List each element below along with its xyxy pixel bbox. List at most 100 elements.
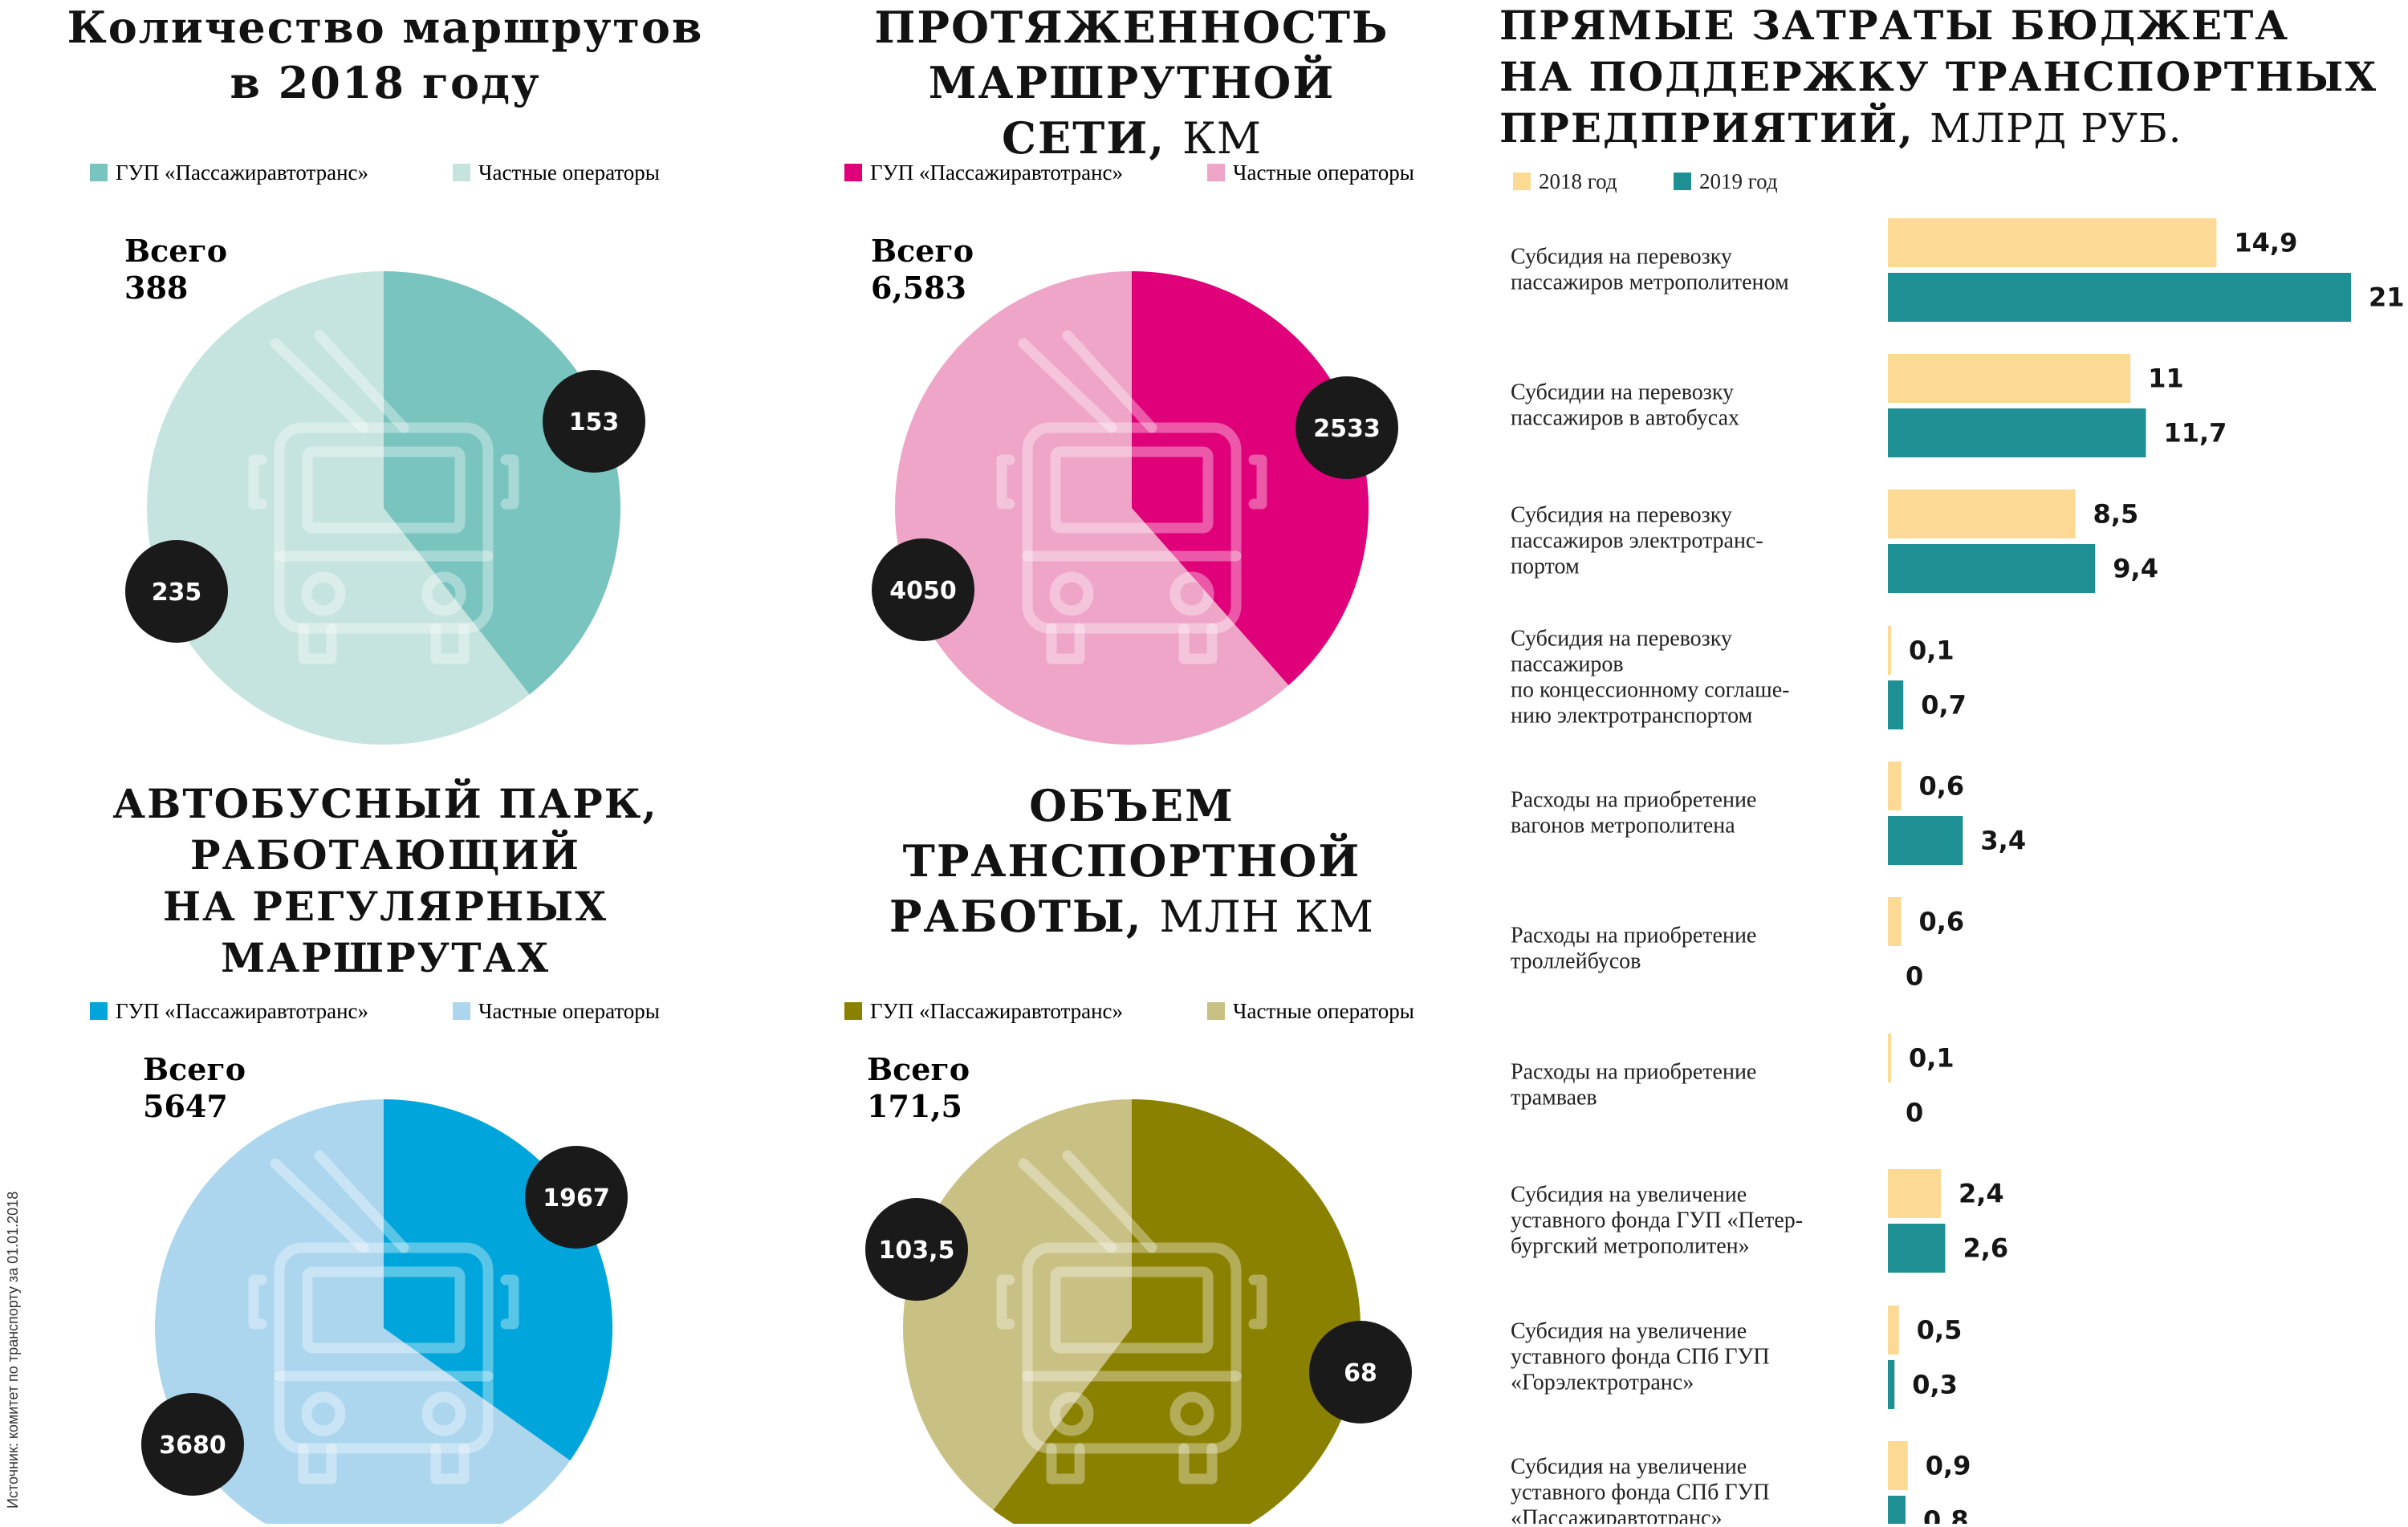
bar-category-label: Субсидия на увеличение <box>1511 1455 1747 1480</box>
bar-legend-swatch <box>1513 173 1531 190</box>
pie-title-line: работающий <box>189 831 580 879</box>
bar-value-label: 11 <box>2148 363 2184 394</box>
legend-swatch <box>453 164 470 181</box>
bar-category-label: Субсидия на перевозку <box>1511 245 1732 270</box>
bar-category-label: «Пассажиравтотранс» <box>1511 1506 1722 1525</box>
value-bubble <box>141 1393 244 1496</box>
bar-category-label: пассажиров <box>1511 652 1624 677</box>
bar-value-label: 0 <box>1906 961 1923 992</box>
bar-value-label: 9,4 <box>2113 554 2158 584</box>
bar-value-label: 21 <box>2369 282 2405 313</box>
legend-label: Частные операторы <box>478 999 660 1023</box>
pie-value-label: 2533 <box>1313 415 1381 443</box>
pie-title-line: сети, км <box>1001 112 1263 164</box>
bar-2018 <box>1888 354 2131 403</box>
pie-value-label: 3680 <box>159 1432 226 1460</box>
legend-label: Частные операторы <box>1233 999 1414 1023</box>
pie-total-value: 388 <box>124 270 188 306</box>
pie-title-4: Объемтранспортнойработы, млн км <box>889 780 1375 943</box>
bar-2018 <box>1888 1306 1899 1354</box>
bar-category-label: Расходы на приобретение <box>1511 924 1756 948</box>
bar-category-label: «Горэлектротранс» <box>1511 1371 1694 1395</box>
value-bubble <box>865 1198 968 1301</box>
bar-2019 <box>1888 273 2351 322</box>
bar-category-label: Расходы на приобретение <box>1511 788 1756 813</box>
bar-2018 <box>1888 218 2217 267</box>
bar-category-label: Расходы на приобретение <box>1511 1060 1756 1085</box>
pie-title-2: Протяженностьмаршрутнойсети, км <box>874 2 1387 164</box>
pie-title-line: на регулярных <box>162 883 608 930</box>
bar-2019 <box>1888 544 2096 593</box>
bar-category-label: Субсидия на увеличение <box>1511 1183 1747 1208</box>
trolleybus-icon <box>248 1150 519 1484</box>
legend-swatch <box>90 1002 108 1020</box>
bar-category-label: нию электротранспортом <box>1511 704 1753 729</box>
bar-legend-swatch <box>1674 173 1691 190</box>
pie-value-label: 1967 <box>543 1184 610 1212</box>
bar-category-label: пассажиров электротранс- <box>1511 529 1763 554</box>
pie-title-line: Количество маршрутов <box>67 2 704 53</box>
bar-category-label: уставного фонда СПб ГУП <box>1511 1345 1770 1370</box>
bar-2019 <box>1888 1496 1906 1527</box>
bar-title-line: на поддержку транспортных <box>1499 53 2378 100</box>
pie-title-line: Объем <box>1029 780 1235 831</box>
legend-label: Частные операторы <box>478 160 660 185</box>
source-note: Источник: комитет по транспорту за 01.01… <box>5 1191 21 1509</box>
bar-legend-label: 2019 год <box>1699 169 1778 193</box>
pie-chart-4 <box>903 1099 1361 1527</box>
value-bubble <box>525 1146 628 1249</box>
pie-total-label: Всего <box>871 233 974 269</box>
pie-title-line: маршрутах <box>221 934 550 981</box>
bar-value-label: 0,9 <box>1926 1451 1971 1481</box>
bar-2018 <box>1888 1034 1891 1082</box>
pie-value-label: 68 <box>1344 1359 1377 1387</box>
pie-total-label: Всего <box>124 233 227 269</box>
bar-value-label: 0,8 <box>1923 1505 1969 1525</box>
trolleybus-icon <box>996 1150 1267 1484</box>
bar-title-line: Прямые затраты бюджета <box>1499 2 2290 49</box>
bar-category-label: Субсидия на перевозку <box>1511 503 1732 528</box>
bar-2019 <box>1888 1224 1946 1273</box>
pie-total-label: Всего <box>867 1051 970 1087</box>
bar-category-label: пассажиров метрополитеном <box>1511 270 1789 295</box>
bar-chart-title: Прямые затраты бюджетана поддержку транс… <box>1499 2 2378 152</box>
bar-value-label: 2,6 <box>1963 1233 2008 1264</box>
pie-value-label: 103,5 <box>879 1237 955 1265</box>
bar-category-label: портом <box>1511 554 1580 579</box>
bar-value-label: 0,1 <box>1909 1043 1954 1074</box>
legend-label: ГУП «Пассажиравтотранс» <box>870 160 1123 185</box>
bar-2019 <box>1888 1360 1895 1409</box>
pie-value-label: 235 <box>152 579 202 607</box>
bar-category-label: Субсидии на перевозку <box>1511 380 1734 405</box>
bar-value-label: 0,5 <box>1917 1315 1963 1346</box>
pie-total-value: 171,5 <box>867 1088 962 1124</box>
legend-label: ГУП «Пассажиравтотранс» <box>116 160 368 185</box>
pie-value-label: 4050 <box>889 577 957 605</box>
legend-swatch <box>1207 1002 1225 1020</box>
bar-value-label: 0,7 <box>1921 690 1967 721</box>
bar-category-label: бургский метрополитен» <box>1511 1234 1750 1259</box>
bar-category-label: уставного фонда СПб ГУП <box>1511 1480 1770 1505</box>
bar-2018 <box>1888 1441 1908 1490</box>
bar-value-label: 8,5 <box>2093 499 2139 530</box>
pie-title-3: Автобусный парк,работающийна регулярныхм… <box>112 780 656 981</box>
pie-slice-gup <box>993 1099 1361 1527</box>
pie-total-value: 5647 <box>143 1088 228 1124</box>
value-bubble <box>543 370 645 473</box>
bar-2019 <box>1888 816 1963 865</box>
bar-category-label: Субсидия на увеличение <box>1511 1319 1747 1344</box>
trolleybus-icon <box>248 330 519 664</box>
legend-label: ГУП «Пассажиравтотранс» <box>116 999 368 1023</box>
value-bubble <box>1296 376 1398 479</box>
legend-swatch <box>90 164 108 181</box>
bar-value-label: 3,4 <box>1980 826 2026 856</box>
pie-title-unit: млн км <box>1159 891 1375 943</box>
pie-slice-gup <box>1132 271 1369 686</box>
bar-value-label: 0,6 <box>1918 907 1964 937</box>
bar-value-label: 0,1 <box>1909 636 1954 666</box>
pie-total-label: Всего <box>143 1051 246 1087</box>
value-bubble <box>1309 1321 1412 1423</box>
